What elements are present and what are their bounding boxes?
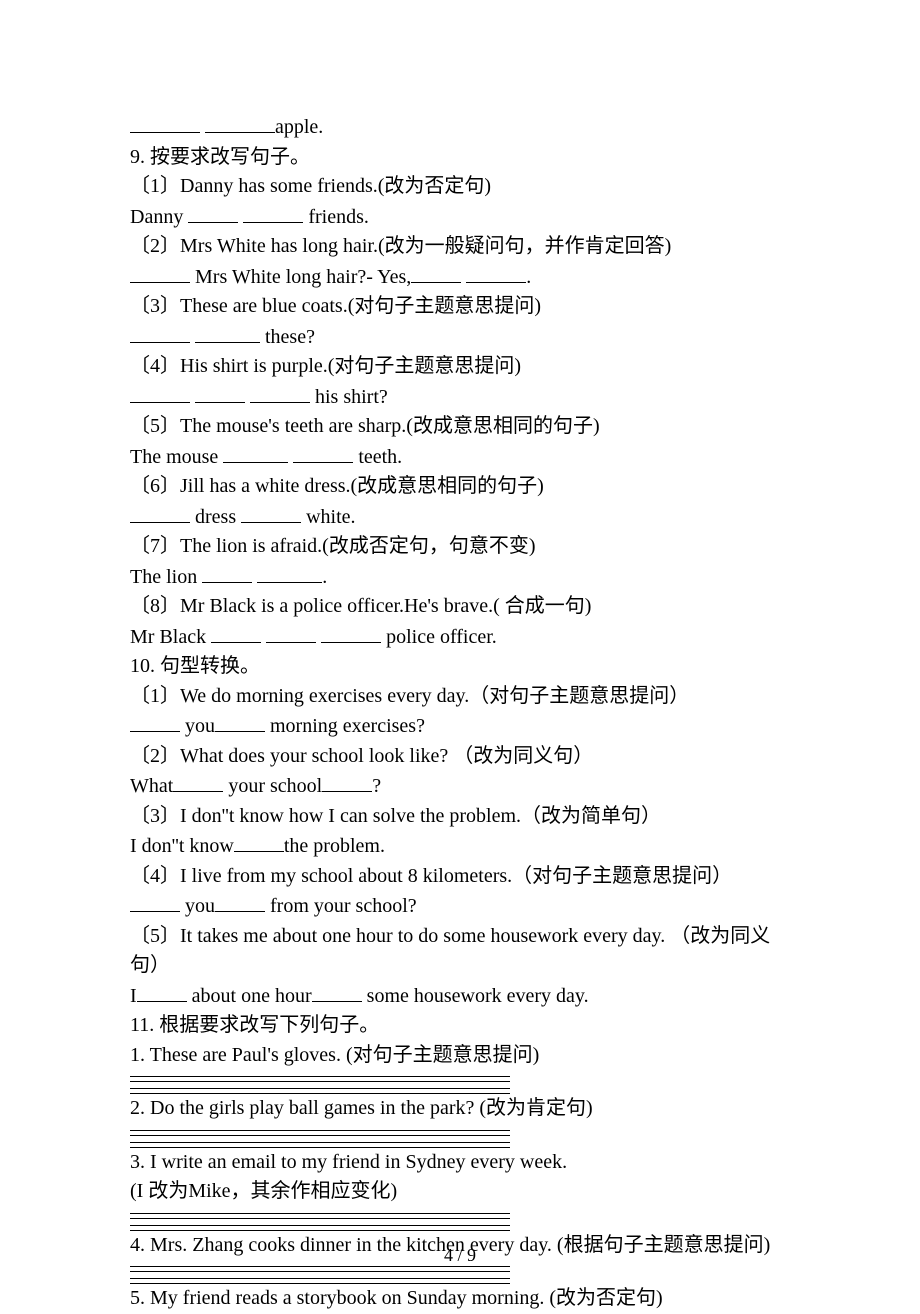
text-line: you from your school? [130, 891, 790, 922]
text-line: The lion . [130, 562, 790, 593]
text-line: 〔5〕The mouse's teeth are sharp.(改成意思相同的句… [130, 412, 790, 442]
document-page: apple. 9. 按要求改写句子。 〔1〕Danny has some fri… [0, 0, 920, 1302]
text-line: 3. I write an email to my friend in Sydn… [130, 1148, 790, 1178]
answer-blank-line [130, 1221, 790, 1231]
answer-blank-line [130, 1126, 790, 1136]
text-line: I don''t knowthe problem. [130, 831, 790, 862]
text-line: 〔3〕These are blue coats.(对句子主题意思提问) [130, 292, 790, 322]
text-line: 〔2〕Mrs White has long hair.(改为一般疑问句，并作肯定… [130, 232, 790, 262]
text-line: 〔4〕I live from my school about 8 kilomet… [130, 862, 790, 892]
text-line: apple. [130, 112, 790, 143]
text-line: 5. My friend reads a storybook on Sunday… [130, 1284, 790, 1314]
page-number: 4 / 9 [0, 1241, 920, 1271]
text-line: 〔4〕His shirt is purple.(对句子主题意思提问) [130, 352, 790, 382]
text-line: 1. These are Paul's gloves. (对句子主题意思提问) [130, 1041, 790, 1071]
question-11-title: 11. 根据要求改写下列句子。 [130, 1011, 790, 1041]
text-line: The mouse teeth. [130, 442, 790, 473]
question-10-title: 10. 句型转换。 [130, 652, 790, 682]
text-line: Mrs White long hair?- Yes, . [130, 262, 790, 293]
text-line: 〔3〕I don''t know how I can solve the pro… [130, 802, 790, 832]
text-line: his shirt? [130, 382, 790, 413]
answer-blank-line [130, 1274, 790, 1284]
answer-blank-line [130, 1138, 790, 1148]
text-line: 2. Do the girls play ball games in the p… [130, 1094, 790, 1124]
text-line: you morning exercises? [130, 711, 790, 742]
text-line: Danny friends. [130, 202, 790, 233]
answer-blank-line [130, 1072, 790, 1082]
text-line: 〔8〕Mr Black is a police officer.He's bra… [130, 592, 790, 622]
question-9-title: 9. 按要求改写句子。 [130, 143, 790, 173]
text-line: 〔1〕Danny has some friends.(改为否定句) [130, 172, 790, 202]
text-line: 〔1〕We do morning exercises every day.（对句… [130, 682, 790, 712]
text-line: dress white. [130, 502, 790, 533]
answer-blank-line [130, 1084, 790, 1094]
answer-blank-line [130, 1209, 790, 1219]
text-line: 〔7〕The lion is afraid.(改成否定句，句意不变) [130, 532, 790, 562]
text-line: these? [130, 322, 790, 353]
text-line: 〔5〕It takes me about one hour to do some… [130, 922, 790, 981]
text-line: What your school? [130, 771, 790, 802]
text-line: Mr Black police officer. [130, 622, 790, 653]
text-line: (I 改为Mike，其余作相应变化) [130, 1177, 790, 1207]
text-line: I about one hour some housework every da… [130, 981, 790, 1012]
text-line: 〔2〕What does your school look like? （改为同… [130, 742, 790, 772]
text-line: 〔6〕Jill has a white dress.(改成意思相同的句子) [130, 472, 790, 502]
